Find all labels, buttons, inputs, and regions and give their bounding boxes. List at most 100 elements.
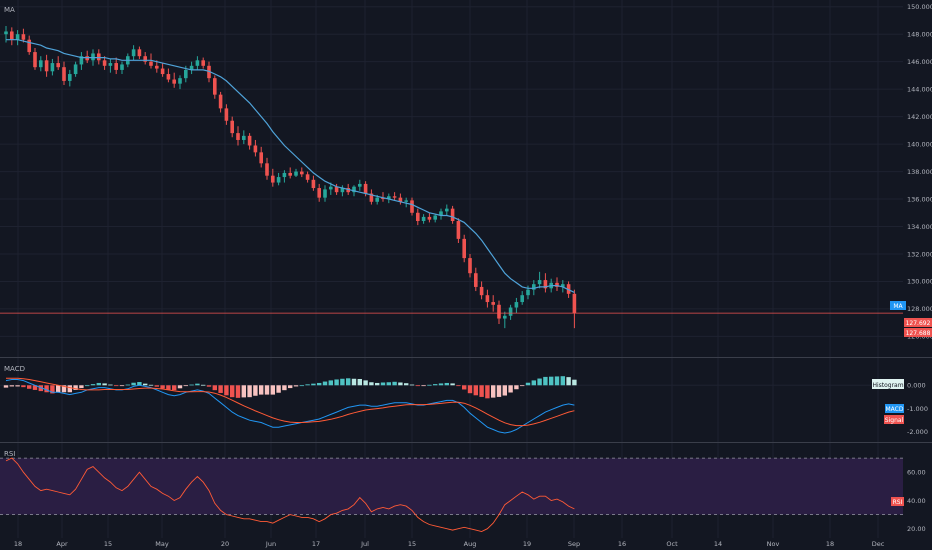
histogram-bar [363, 380, 368, 386]
histogram-bar [79, 385, 84, 389]
candle [288, 167, 292, 179]
candle-body [4, 31, 8, 35]
candle-body [358, 183, 362, 187]
candle [497, 300, 501, 325]
candle [468, 253, 472, 278]
rsi-badge[interactable]: RSI [891, 497, 904, 506]
candle [439, 208, 443, 220]
signal-line [6, 377, 575, 427]
candle [369, 189, 374, 205]
candle [166, 68, 171, 83]
candle-body [21, 34, 26, 40]
histogram-bar [531, 380, 536, 386]
candle [474, 267, 478, 292]
histogram-bar [317, 382, 322, 386]
macd-line [5, 379, 575, 434]
histogram-bar [276, 385, 281, 393]
histogram-bar [247, 385, 252, 398]
y-axes[interactable]: 126.000128.000130.000132.000134.000136.0… [907, 3, 932, 533]
histogram-bar [114, 385, 119, 387]
histogram-bar [27, 385, 32, 389]
histogram-bar [235, 385, 241, 398]
candle [387, 193, 391, 204]
candle-body [102, 60, 107, 66]
histogram-bar [96, 382, 101, 386]
histogram-bar [404, 383, 409, 386]
candle-body [404, 200, 408, 202]
histogram-badge[interactable]: Histogram [872, 379, 904, 389]
price-pane-label[interactable]: MA [4, 6, 15, 14]
histogram-bar [549, 376, 554, 386]
candle [39, 56, 43, 72]
candle-body [131, 49, 136, 57]
signal-badge[interactable]: Signal [884, 415, 904, 424]
candle-body [242, 135, 246, 140]
candle-body [271, 175, 275, 183]
candle-body [207, 65, 211, 79]
rsi-pane-label[interactable]: RSI [4, 450, 15, 458]
histogram-bar [230, 385, 235, 398]
histogram-bar [212, 385, 217, 391]
candle-body [392, 196, 397, 198]
price-axis-tick: 130.000 [907, 278, 932, 286]
histogram-bar [9, 385, 14, 387]
candle [404, 197, 408, 208]
candle [44, 54, 49, 77]
candle-body [311, 179, 316, 189]
close-price-badge[interactable]: 127.688 [904, 328, 932, 337]
candle-body [236, 133, 240, 140]
macd-badge[interactable]: MACD [885, 404, 904, 413]
macd-pane-label[interactable]: MACD [4, 365, 25, 373]
candle [247, 133, 252, 150]
histogram-bar [375, 382, 380, 386]
last-price-badge[interactable]: 127.692 [904, 318, 932, 327]
candle-body [172, 79, 176, 84]
price-pane[interactable] [0, 25, 903, 329]
x-axis[interactable]: 18 Apr 15 May 20 Jun 17 Jul 15 Aug 19 Sep 16 Oct 14 Nov… [14, 540, 885, 548]
ma-badge[interactable]: MA [890, 301, 906, 310]
histogram-bar [305, 384, 310, 386]
candle [230, 116, 234, 138]
histogram-bar [537, 378, 542, 386]
histogram-bar [525, 382, 531, 386]
candle-body [56, 63, 60, 68]
rsi-line [5, 457, 575, 532]
histogram-bar [462, 385, 467, 390]
histogram-bar [380, 382, 386, 386]
candle-body [79, 56, 84, 65]
macd-pane[interactable] [3, 376, 577, 434]
ma-line [6, 39, 575, 293]
candle [265, 157, 269, 180]
candle-body [334, 186, 339, 193]
candle-body [108, 63, 113, 66]
histogram-bar [15, 385, 20, 387]
price-axis-tick: 146.000 [907, 58, 932, 66]
candle-body [456, 221, 461, 239]
histogram-bar [340, 378, 345, 386]
last-price-badge-text: 127.692 [906, 320, 931, 327]
histogram-bar [224, 385, 229, 396]
candle-body [317, 188, 321, 198]
candle [207, 61, 211, 83]
rsi-axis-tick: 40.00 [907, 497, 926, 505]
price-axis-tick: 150.000 [907, 3, 932, 11]
price-axis-tick: 134.000 [907, 223, 932, 231]
candle-body [50, 63, 55, 72]
histogram-bar [50, 385, 55, 394]
histogram-bar [154, 385, 159, 387]
rsi-pane[interactable] [5, 457, 575, 532]
candle [50, 58, 55, 76]
histogram-bar [183, 385, 188, 387]
histogram-bar [102, 383, 107, 386]
histogram-bar [299, 385, 304, 387]
candle-body [346, 188, 350, 193]
candle-body [305, 174, 310, 180]
candle-body [44, 60, 49, 72]
candle-body [340, 188, 345, 193]
candle [462, 234, 466, 263]
candle-body [445, 208, 449, 212]
candle-body [526, 289, 530, 296]
candles [4, 25, 577, 329]
candle-body [421, 216, 426, 222]
